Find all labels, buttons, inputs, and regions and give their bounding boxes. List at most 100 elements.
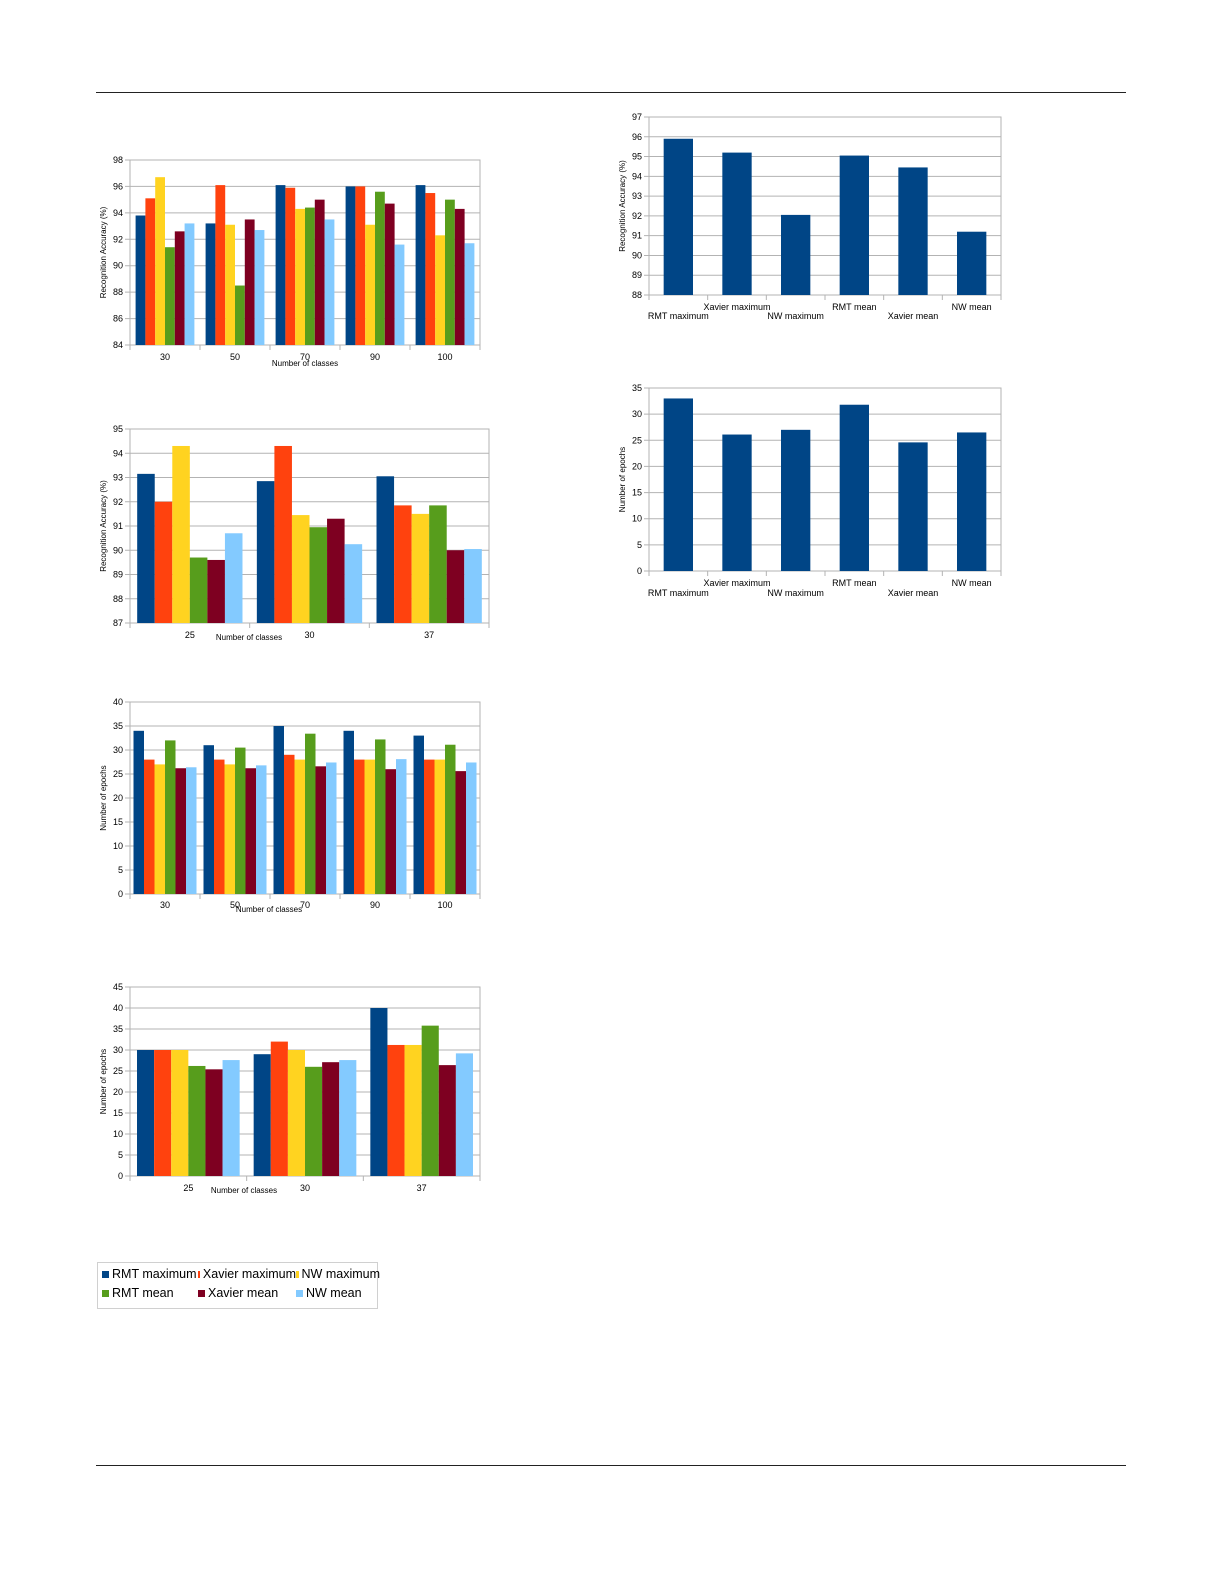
bar xyxy=(411,513,430,623)
x-tick-label: 90 xyxy=(370,900,380,910)
bar xyxy=(315,766,326,894)
x-tick-label: 37 xyxy=(417,1183,427,1193)
x-tick-label: Xavier mean xyxy=(888,311,939,321)
bar xyxy=(224,764,235,894)
x-tick-label: 100 xyxy=(437,900,452,910)
bar xyxy=(186,767,197,894)
y-tick-label: 20 xyxy=(632,461,642,471)
bar xyxy=(284,754,295,894)
y-tick-label: 0 xyxy=(637,566,642,576)
y-tick-label: 96 xyxy=(632,132,642,142)
y-tick-label: 86 xyxy=(113,314,123,324)
x-axis-label: Number of classes xyxy=(236,905,302,914)
legend-swatch xyxy=(198,1270,200,1278)
legend-item: NW mean xyxy=(296,1286,380,1300)
y-tick-label: 5 xyxy=(118,1150,123,1160)
y-tick-label: 30 xyxy=(113,1045,123,1055)
bar xyxy=(254,230,265,345)
bar xyxy=(413,735,424,894)
legend-label: Xavier mean xyxy=(208,1286,279,1300)
x-tick-label: NW mean xyxy=(952,302,992,312)
y-tick-label: 88 xyxy=(113,287,123,297)
y-tick-label: 89 xyxy=(113,570,123,580)
bar xyxy=(384,203,395,345)
accuracy-summary-chart: 88 89 90 91 92 93 94 95 96 97 Recognition Accuracy… xyxy=(618,112,1002,321)
x-tick-label: NW maximum xyxy=(767,588,824,598)
x-tick-label: 30 xyxy=(160,352,170,362)
bar xyxy=(326,762,337,894)
x-tick-label: RMT maximum xyxy=(648,588,709,598)
y-tick-label: 15 xyxy=(113,1108,123,1118)
y-tick-label: 90 xyxy=(113,261,123,271)
bar xyxy=(354,759,365,894)
bar xyxy=(839,404,869,571)
y-tick-label: 5 xyxy=(118,865,123,875)
legend-swatch xyxy=(102,1289,109,1297)
y-tick-label: 94 xyxy=(113,448,123,458)
bar xyxy=(415,185,426,345)
bar xyxy=(154,501,173,623)
y-tick-label: 0 xyxy=(118,1171,123,1181)
bar xyxy=(663,138,693,295)
y-tick-label: 35 xyxy=(113,721,123,731)
bar xyxy=(839,155,869,295)
x-tick-label: 25 xyxy=(183,1183,193,1193)
y-tick-label: 30 xyxy=(113,745,123,755)
bar xyxy=(235,747,246,894)
y-tick-label: 90 xyxy=(113,545,123,555)
epochs-by-classes-chart-b: 0 5 10 15 20 25 30 35 40 45 Number of epochs 25 30 37… xyxy=(99,982,481,1195)
legend-label: RMT mean xyxy=(112,1286,174,1300)
bar xyxy=(344,544,363,623)
bar xyxy=(174,231,185,345)
bar xyxy=(235,285,245,345)
y-tick-label: 91 xyxy=(113,521,123,531)
bar xyxy=(322,1062,340,1176)
epochs-summary-chart: 0 5 10 15 20 25 30 35 Number of epochs RMT maximu… xyxy=(618,383,1002,598)
bar xyxy=(314,199,325,345)
bar xyxy=(324,219,335,345)
bar xyxy=(184,223,195,345)
y-tick-label: 94 xyxy=(113,208,123,218)
bottom-rule xyxy=(96,1465,1126,1466)
bar xyxy=(175,768,186,894)
x-tick-label: 37 xyxy=(424,630,434,640)
accuracy-by-classes-chart-a: 84 86 88 90 92 94 96 98 Recognition Accuracy (%)… xyxy=(99,155,481,368)
bar xyxy=(295,208,305,345)
bar xyxy=(256,481,275,623)
bar xyxy=(957,231,987,295)
x-tick-label: 50 xyxy=(230,352,240,362)
bar xyxy=(244,219,255,345)
bar xyxy=(387,1044,405,1176)
bar xyxy=(445,744,456,894)
bar xyxy=(446,550,465,623)
legend-label: NW mean xyxy=(306,1286,362,1300)
y-tick-label: 92 xyxy=(113,234,123,244)
bar xyxy=(355,186,366,345)
y-tick-label: 15 xyxy=(632,488,642,498)
x-tick-label: NW maximum xyxy=(767,311,824,321)
y-tick-label: 87 xyxy=(113,618,123,628)
bar xyxy=(137,1050,155,1176)
plot-area xyxy=(648,387,1002,572)
y-tick-label: 89 xyxy=(632,270,642,280)
x-tick-label: 25 xyxy=(185,630,195,640)
legend-label: RMT maximum xyxy=(112,1267,197,1281)
bar xyxy=(285,187,296,345)
plot-area xyxy=(648,116,1002,296)
bar xyxy=(365,224,375,345)
legend-swatch xyxy=(102,1270,109,1278)
bar xyxy=(172,445,190,623)
x-tick-label: RMT mean xyxy=(832,302,876,312)
y-tick-label: 40 xyxy=(113,1003,123,1013)
x-tick-label: 30 xyxy=(300,1183,310,1193)
x-tick-label: NW mean xyxy=(952,578,992,588)
bar xyxy=(376,476,395,623)
legend-swatch xyxy=(296,1289,303,1297)
y-axis-label: Number of epochs xyxy=(618,447,627,512)
bar xyxy=(394,505,412,623)
bar xyxy=(375,191,385,345)
y-axis-label: Number of epochs xyxy=(99,765,108,830)
bar xyxy=(898,442,928,571)
epochs-by-classes-chart-a: 0 5 10 15 20 25 30 35 40 Number of epochs 30 50 70 90… xyxy=(99,697,481,914)
y-tick-label: 10 xyxy=(113,1129,123,1139)
